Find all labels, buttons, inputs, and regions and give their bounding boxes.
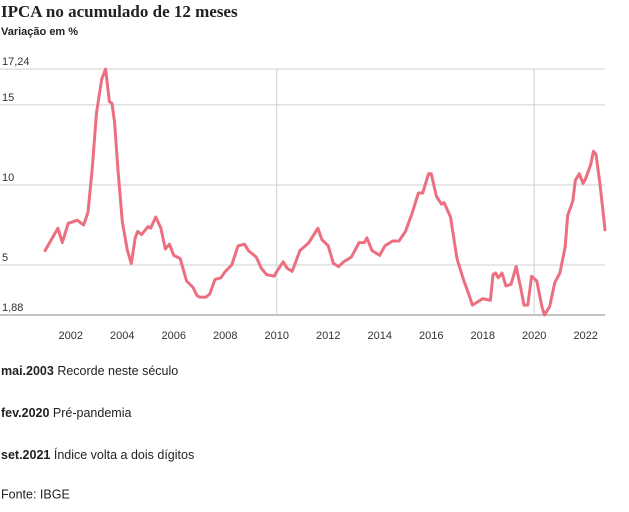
y-tick-label: 15 [2, 92, 14, 104]
x-tick-label: 2004 [110, 330, 134, 342]
annotation-text: Pré-pandemia [53, 406, 132, 420]
annotation: set.2021 Índice volta a dois dígitos [1, 447, 194, 462]
x-tick-label: 2018 [470, 330, 494, 342]
x-tick-label: 2010 [265, 330, 289, 342]
y-tick-label: 5 [2, 252, 8, 264]
y-tick-label: 1,88 [2, 302, 23, 314]
x-tick-label: 2016 [419, 330, 443, 342]
x-tick-label: 2020 [522, 330, 546, 342]
y-tick-label: 17,24 [2, 56, 30, 68]
x-tick-label: 2008 [213, 330, 237, 342]
annotation-date: set.2021 [1, 448, 50, 462]
x-tick-label: 2002 [59, 330, 83, 342]
annotation-text: Recorde neste século [57, 364, 178, 378]
x-tick-label: 2006 [162, 330, 186, 342]
annotation-date: mai.2003 [1, 364, 54, 378]
chart-subtitle: Variação em % [1, 26, 78, 38]
annotation-text: Índice volta a dois dígitos [54, 447, 194, 462]
x-tick-label: 2022 [573, 330, 597, 342]
x-tick-label: 2012 [316, 330, 340, 342]
annotation-date: fev.2020 [1, 406, 49, 420]
y-tick-label: 10 [2, 172, 14, 184]
x-tick-label: 2014 [367, 330, 391, 342]
source: Fonte: IBGE [1, 487, 70, 501]
line [43, 67, 607, 317]
annotation: fev.2020 Pré-pandemia [1, 406, 131, 420]
chart-title: IPCA no acumulado de 12 meses [1, 2, 238, 21]
annotation: mai.2003 Recorde neste século [1, 364, 178, 378]
